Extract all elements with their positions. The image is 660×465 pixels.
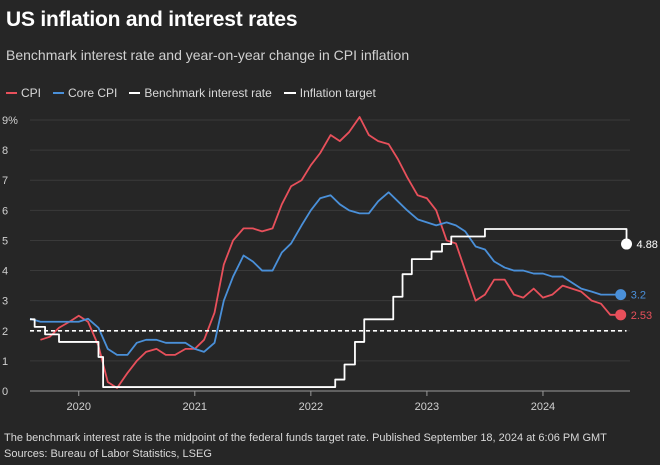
legend-label-target: Inflation target — [299, 86, 376, 100]
y-axis-ticks: 0 1 2 3 4 5 6 7 8 9% — [2, 115, 18, 398]
legend-label-rate: Benchmark interest rate — [144, 86, 272, 100]
x-tick-label-2022: 2022 — [299, 401, 323, 413]
legend-item-rate: Benchmark interest rate — [129, 86, 272, 100]
end-label-cpi: 2.53 — [631, 310, 652, 322]
end-label-benchmark-interest-rate: 4.88 — [637, 239, 658, 251]
legend-swatch-cpi — [6, 92, 17, 94]
end-marker-core-cpi — [615, 289, 627, 301]
chart-title: US inflation and interest rates — [6, 8, 298, 31]
legend-swatch-target — [283, 92, 296, 94]
x-tick-label-2024: 2024 — [531, 401, 555, 413]
legend-swatch-core-cpi — [53, 92, 65, 94]
legend-item-core-cpi: Core CPI — [53, 86, 117, 100]
series-lines — [29, 116, 628, 389]
y-tick-label-9: 9% — [2, 115, 18, 127]
legend-swatch-rate — [129, 92, 141, 94]
grid-lines — [30, 119, 630, 392]
legend-label-cpi: CPI — [21, 86, 42, 100]
y-tick-label-8: 8 — [2, 145, 8, 157]
series-end-markers: 2.53 3.2 4.88 — [615, 238, 658, 322]
x-tick-label-2021: 2021 — [183, 401, 207, 413]
footnote: The benchmark interest rate is the midpo… — [4, 432, 607, 444]
y-tick-label-0: 0 — [2, 386, 8, 398]
series-line-benchmark-interest-rate — [30, 228, 628, 388]
series-line-core-cpi — [29, 191, 621, 356]
end-marker-benchmark-interest-rate — [621, 238, 633, 250]
legend-label-core-cpi: Core CPI — [68, 86, 118, 100]
x-tick-label-2020: 2020 — [67, 401, 91, 413]
y-tick-label-2: 2 — [2, 326, 8, 338]
end-label-core-cpi: 3.2 — [631, 290, 646, 302]
y-tick-label-6: 6 — [2, 205, 8, 217]
x-axis-ticks: 2020 2021 2022 2023 2024 — [67, 391, 555, 413]
series-line-cpi — [40, 116, 621, 389]
y-tick-label-5: 5 — [2, 235, 8, 247]
line-chart: 0 1 2 3 4 5 6 7 8 9% 2020 2021 2022 2023 2024 2.53 3.2… — [2, 115, 658, 413]
y-tick-label-1: 1 — [2, 356, 8, 368]
x-tick-label-2023: 2023 — [415, 401, 439, 413]
chart-subtitle: Benchmark interest rate and year-on-year… — [6, 47, 410, 63]
y-tick-label-3: 3 — [2, 296, 8, 308]
legend: CPI Core CPI Benchmark interest rate Inf… — [6, 86, 376, 100]
y-tick-label-4: 4 — [2, 266, 8, 278]
legend-item-target: Inflation target — [283, 86, 376, 100]
source-note: Sources: Bureau of Labor Statistics, LSE… — [4, 448, 212, 460]
y-tick-label-7: 7 — [2, 175, 8, 187]
legend-item-cpi: CPI — [6, 86, 41, 100]
end-marker-cpi — [615, 309, 627, 321]
